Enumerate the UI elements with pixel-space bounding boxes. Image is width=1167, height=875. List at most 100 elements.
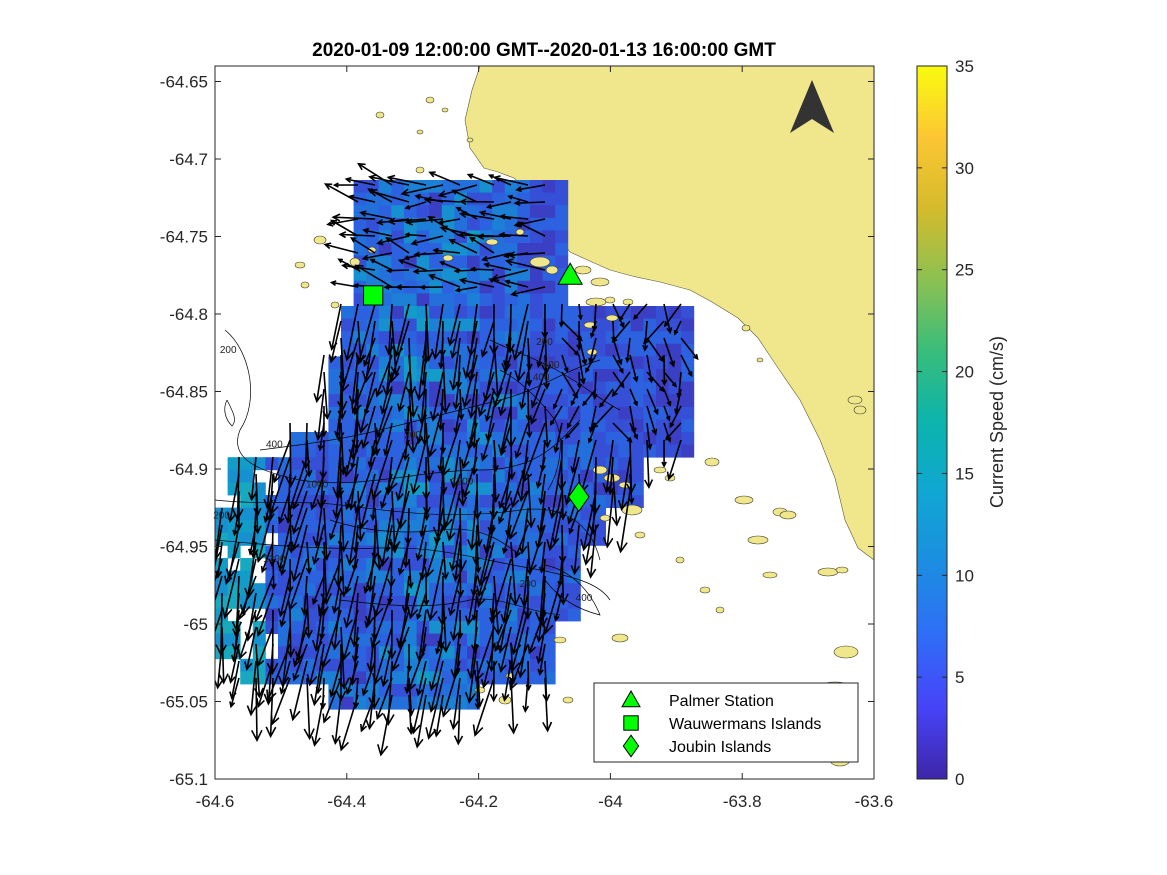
current-arrow	[360, 371, 376, 433]
current-arrow-head	[365, 719, 376, 731]
speed-cell	[504, 331, 518, 345]
current-arrow-head	[380, 677, 389, 688]
current-arrow	[491, 592, 495, 623]
current-arrow	[313, 694, 325, 746]
current-arrow	[460, 279, 495, 288]
speed-cell	[353, 217, 367, 231]
current-arrow-head	[542, 622, 554, 635]
current-arrow-head	[310, 693, 322, 707]
current-arrow	[425, 198, 461, 203]
current-arrow	[590, 320, 597, 338]
current-arrow	[433, 249, 461, 254]
island	[675, 556, 685, 564]
current-arrow-head	[321, 550, 332, 561]
speed-cell	[530, 570, 543, 584]
speed-cell	[467, 255, 480, 269]
current-arrow-head	[452, 573, 460, 582]
legend-entry: Joubin Islands	[669, 739, 771, 756]
current-arrow-head	[322, 713, 331, 724]
speed-cell	[530, 406, 543, 420]
current-arrow	[629, 473, 633, 503]
current-arrow	[680, 354, 693, 376]
current-arrow-head	[582, 553, 593, 566]
current-arrow-head	[525, 517, 536, 529]
current-arrow	[311, 473, 325, 510]
current-arrow	[454, 371, 461, 409]
x-tick-label: -63.8	[723, 792, 762, 811]
current-arrow-head	[423, 599, 430, 607]
current-arrow-head	[498, 231, 506, 238]
speed-cell	[391, 406, 405, 420]
current-arrow	[521, 507, 529, 554]
current-arrow-head	[357, 421, 369, 435]
speed-cell	[492, 306, 506, 319]
speed-cell	[416, 243, 430, 256]
current-arrow	[482, 252, 512, 261]
current-arrow-head	[437, 362, 445, 370]
speed-cell	[593, 444, 606, 458]
current-arrow	[510, 541, 517, 605]
current-arrow	[456, 207, 478, 220]
speed-cell	[555, 255, 569, 269]
current-arrow	[322, 558, 325, 616]
speed-cell	[492, 570, 506, 584]
island	[330, 301, 340, 309]
current-arrow-head	[345, 554, 357, 566]
speed-cell	[555, 217, 569, 231]
speed-cell	[240, 469, 254, 483]
current-arrow	[369, 439, 376, 467]
current-arrow-head	[332, 182, 339, 188]
current-arrow	[385, 337, 393, 396]
current-arrow	[462, 422, 478, 468]
speed-cell	[366, 684, 380, 697]
speed-cell	[441, 595, 455, 609]
current-arrow	[449, 303, 461, 345]
current-arrow-head	[375, 710, 384, 721]
speed-cell	[492, 671, 506, 685]
current-arrow-head	[362, 227, 370, 234]
current-arrow-head	[510, 289, 518, 297]
current-arrow	[405, 405, 410, 434]
speed-cell	[479, 507, 493, 521]
current-arrow-head	[518, 401, 527, 411]
speed-cell	[479, 217, 493, 231]
speed-cell	[378, 318, 392, 332]
current-arrow	[456, 286, 478, 292]
current-arrow	[340, 490, 345, 551]
current-arrow	[492, 269, 529, 280]
current-arrow	[353, 541, 359, 571]
current-arrow	[578, 303, 582, 319]
current-arrow-head	[492, 175, 501, 182]
speed-cell	[353, 318, 367, 332]
current-arrow	[313, 524, 325, 564]
speed-cell	[542, 482, 556, 496]
current-arrow	[489, 174, 512, 186]
current-arrow-head	[464, 615, 475, 626]
current-arrow	[473, 388, 478, 448]
speed-cell	[605, 432, 619, 445]
current-arrow-head	[457, 496, 468, 507]
current-arrow	[239, 609, 257, 659]
current-arrow	[553, 507, 563, 544]
speed-cell	[517, 306, 531, 319]
current-arrow	[442, 660, 461, 717]
current-arrow-head	[526, 568, 533, 576]
current-arrow	[646, 422, 651, 449]
y-tick-label: -65	[183, 615, 208, 634]
current-arrow	[470, 371, 478, 418]
current-arrow	[318, 558, 342, 616]
current-arrow	[293, 473, 308, 509]
current-arrow	[432, 371, 444, 421]
speed-cell	[391, 432, 405, 445]
current-arrow-head	[566, 422, 572, 429]
current-arrow	[408, 354, 415, 417]
current-arrow	[459, 456, 464, 505]
current-arrow	[589, 337, 597, 363]
speed-cell	[454, 293, 468, 307]
legend-marker	[623, 715, 639, 731]
current-arrow-head	[350, 462, 357, 470]
current-arrow-head	[342, 466, 353, 478]
speed-cell	[404, 558, 417, 571]
current-arrow-head	[367, 461, 374, 468]
current-arrow-head	[451, 189, 458, 195]
